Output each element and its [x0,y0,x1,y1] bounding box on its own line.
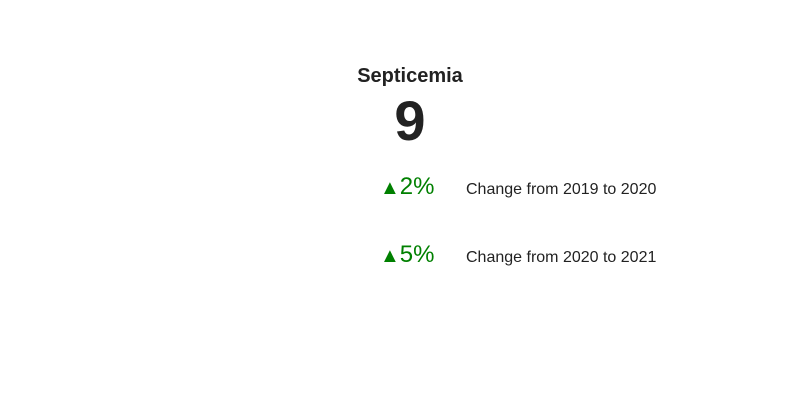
delta-percent: 5% [399,241,435,268]
delta-value: ▲2% [380,172,434,203]
increase-arrow-icon: ▲ [380,245,400,267]
delta-row: ▲2% Change from 2019 to 2020 [380,172,700,202]
indicator-value: 9 [394,89,426,152]
chart-title: Septicemia [357,65,463,87]
increase-arrow-icon: ▲ [380,177,400,199]
delta-value: ▲5% [380,240,434,271]
delta-row: ▲5% Change from 2020 to 2021 [380,240,700,270]
delta-percent: 2% [399,173,435,200]
delta-label: Change from 2019 to 2020 [466,181,657,198]
delta-label: Change from 2020 to 2021 [466,249,657,266]
